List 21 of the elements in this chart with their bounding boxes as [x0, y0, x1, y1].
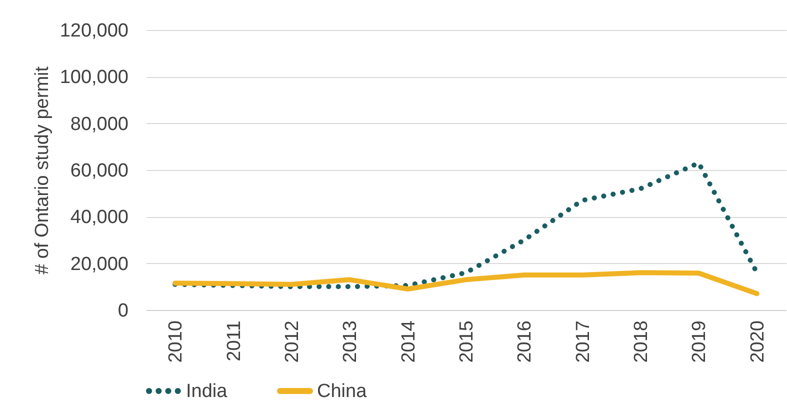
x-tick-label: 2019 — [689, 320, 710, 363]
y-tick-label: 20,000 — [70, 254, 128, 275]
y-tick-label: 80,000 — [70, 114, 128, 135]
y-tick-label: 120,000 — [60, 20, 128, 42]
x-tick-label: 2014 — [398, 320, 420, 363]
x-tick-label: 2016 — [514, 320, 536, 363]
x-tick-label: 2020 — [747, 320, 768, 363]
legend-label: India — [186, 381, 228, 402]
x-tick-label: 2017 — [572, 320, 594, 363]
y-tick-label: 0 — [118, 300, 128, 322]
x-tick-label: 2015 — [456, 320, 478, 363]
y-tick-label: 100,000 — [60, 67, 128, 88]
x-tick-label: 2011 — [224, 320, 245, 362]
y-tick-label: 40,000 — [70, 207, 128, 228]
y-tick-label: 60,000 — [70, 160, 128, 182]
legend-label: China — [317, 381, 368, 402]
x-tick-label: 2018 — [631, 320, 652, 363]
y-axis-title: # of Ontario study permit — [32, 66, 53, 275]
x-tick-label: 2013 — [340, 320, 362, 363]
x-tick-label: 2012 — [282, 320, 303, 363]
x-tick-label: 2010 — [166, 320, 187, 363]
